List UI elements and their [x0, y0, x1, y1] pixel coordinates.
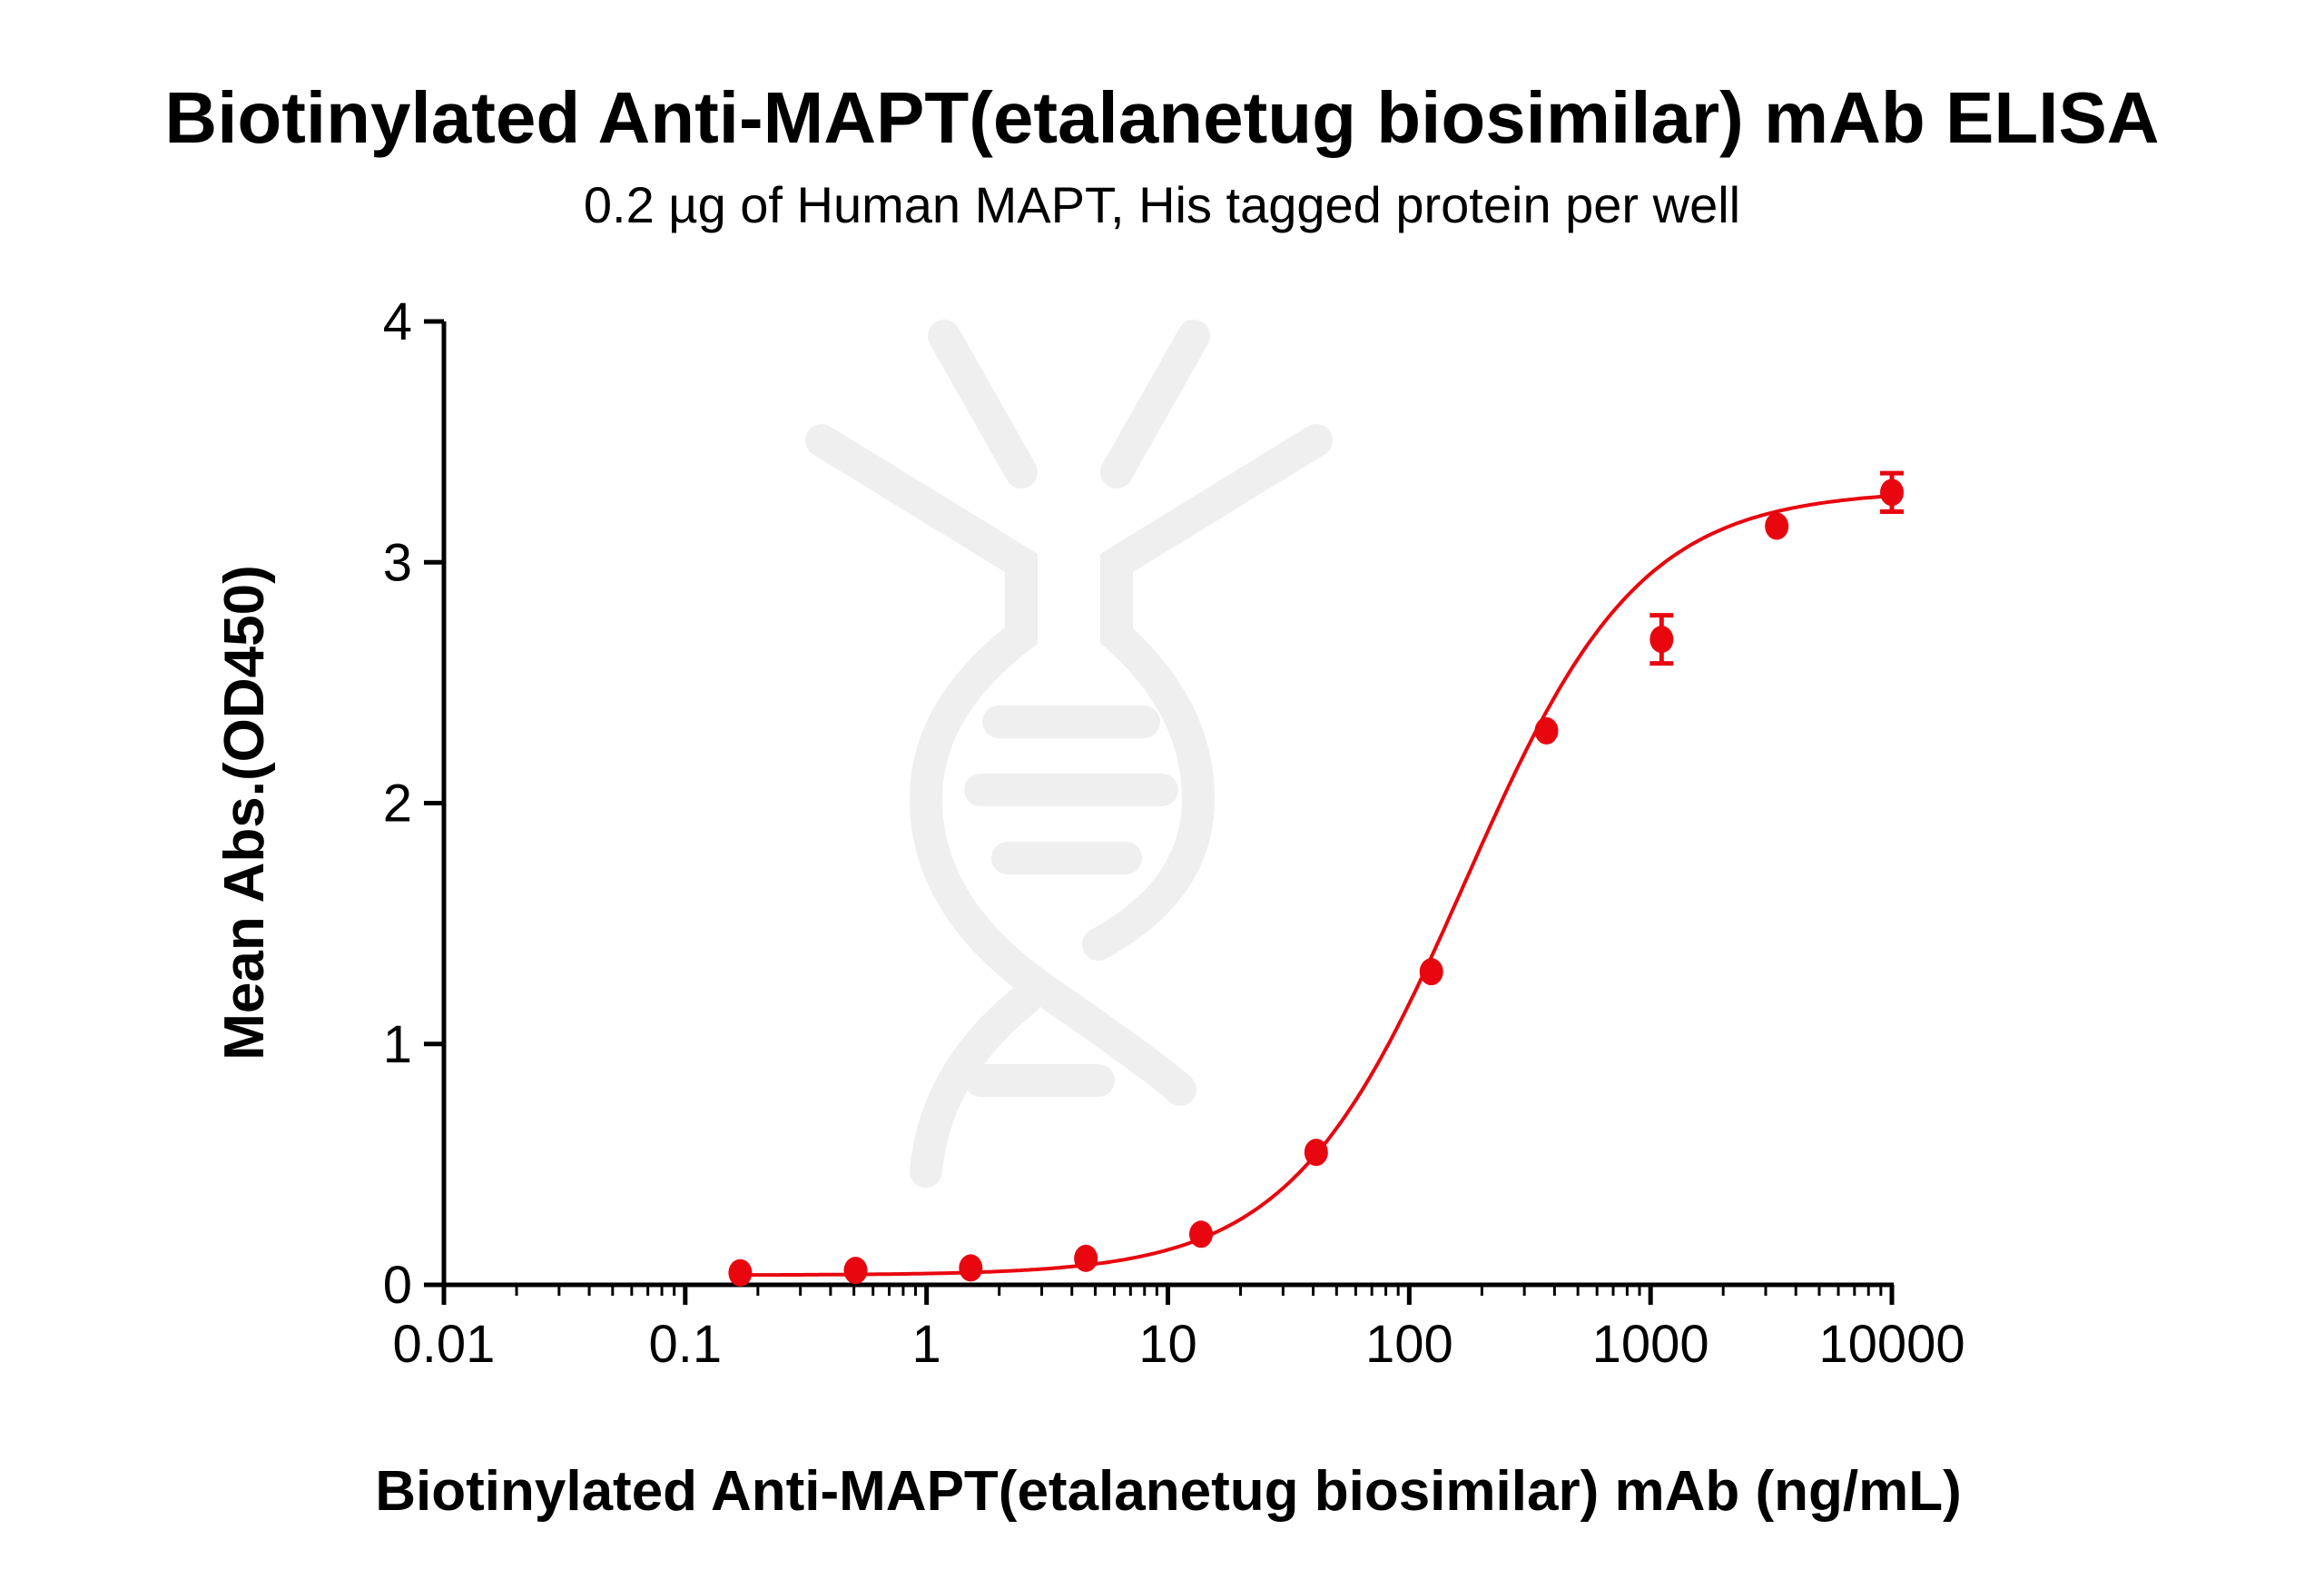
- data-point: [1074, 1244, 1098, 1272]
- y-tick-label: 4: [383, 292, 412, 351]
- x-tick-label: 0.1: [649, 1315, 723, 1374]
- x-tick-label: 100: [1365, 1315, 1453, 1374]
- x-tick-label: 1: [912, 1315, 941, 1374]
- data-point: [1765, 512, 1789, 540]
- data-point: [959, 1254, 983, 1282]
- chart-title: Biotinylated Anti-MAPT(etalanetug biosim…: [164, 77, 2159, 158]
- data-point: [1304, 1139, 1328, 1167]
- y-tick-label: 1: [383, 1015, 412, 1074]
- y-tick-label: 0: [383, 1256, 412, 1315]
- data-marks: [728, 470, 1904, 1287]
- axes: 0.01 0.1 1 10 100 1000 10000 0 1 2 3 4: [383, 292, 1965, 1374]
- data-point: [1189, 1220, 1214, 1248]
- y-axis-label: Mean Abs.(OD450): [213, 565, 276, 1061]
- data-point: [1419, 958, 1443, 986]
- y-tick-label: 3: [383, 533, 412, 592]
- data-point: [1649, 626, 1674, 654]
- x-tick-label: 10000: [1818, 1315, 1965, 1374]
- chart-subtitle: 0.2 µg of Human MAPT, His tagged protein…: [584, 176, 1740, 233]
- y-tick-label: 2: [383, 775, 412, 834]
- data-point: [843, 1257, 868, 1285]
- x-tick-label: 0.01: [393, 1315, 496, 1374]
- x-tick-label: 10: [1138, 1315, 1197, 1374]
- x-axis-label: Biotinylated Anti-MAPT(etalanetug biosim…: [375, 1460, 1961, 1523]
- x-tick-label: 1000: [1592, 1315, 1709, 1374]
- data-point: [1534, 716, 1559, 745]
- data-point: [1880, 479, 1904, 507]
- watermark-logo: [805, 320, 1333, 1188]
- data-point: [728, 1258, 753, 1287]
